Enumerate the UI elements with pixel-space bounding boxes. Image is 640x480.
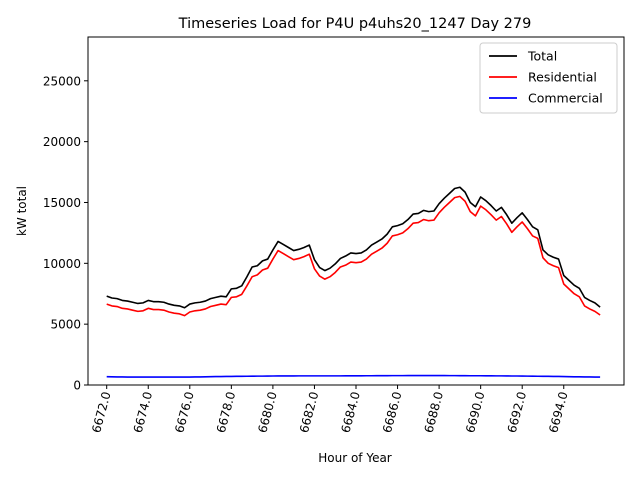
y-axis-ticks: 0 5000 10000 15000 20000 25000: [43, 74, 88, 393]
legend-label-total: Total: [527, 49, 557, 64]
y-tick-label: 20000: [43, 135, 81, 149]
plot-frame: [87, 36, 625, 386]
y-tick-label: 10000: [43, 257, 81, 271]
y-tick-label: 15000: [43, 196, 81, 210]
series-line-commercial: [106, 374, 601, 378]
legend: Total Residential Commercial: [479, 42, 618, 114]
legend-label-residential: Residential: [528, 70, 597, 85]
legend-box: [479, 42, 618, 114]
y-axis-label: kW total: [15, 186, 29, 236]
series-lines: [106, 186, 601, 378]
y-tick-label: 0: [73, 379, 81, 393]
series-line-residential: [106, 195, 601, 317]
legend-label-commercial: Commercial: [528, 91, 603, 106]
y-tick-label: 25000: [43, 74, 81, 88]
chart-title: Timeseries Load for P4U p4uhs20_1247 Day…: [178, 16, 532, 32]
series-line-total: [106, 186, 601, 309]
y-tick-label: 5000: [50, 318, 81, 332]
x-axis-label: Hour of Year: [318, 451, 392, 465]
